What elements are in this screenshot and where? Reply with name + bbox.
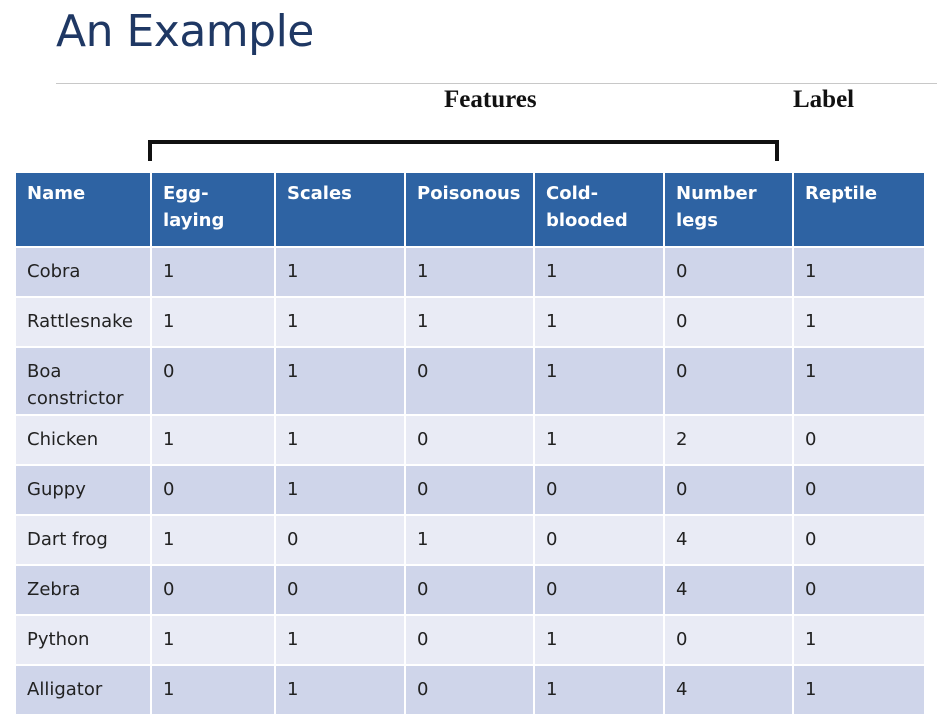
cell-scales: 0 [274,515,405,566]
cell-egg-laying: 1 [150,247,275,298]
cell-name: Zebra [16,565,151,616]
cell-name: Rattlesnake [16,297,151,348]
cell-egg-laying: 1 [150,415,275,466]
cell-cold-blooded: 1 [533,297,664,348]
cell-poisonous: 1 [404,515,534,566]
cell-poisonous: 0 [404,665,534,716]
cell-poisonous: 1 [404,247,534,298]
cell-cold-blooded: 0 [533,465,664,516]
cell-scales: 1 [274,415,405,466]
cell-number-legs: 0 [663,615,793,666]
cell-name: Boa constrictor [16,347,151,416]
cell-reptile: 0 [792,415,924,466]
label-heading: Label [793,86,855,113]
cell-number-legs: 4 [663,665,793,716]
cell-cold-blooded: 1 [533,247,664,298]
cell-number-legs: 4 [663,515,793,566]
title-divider [56,83,937,84]
cell-egg-laying: 0 [150,465,275,516]
cell-name: Chicken [16,415,151,466]
cell-reptile: 1 [792,615,924,666]
table-row: Zebra 0 0 0 0 4 0 [16,565,924,616]
animal-table: Name Egg-laying Scales Poisonous Cold-bl… [16,173,924,716]
cell-egg-laying: 0 [150,565,275,616]
cell-scales: 1 [274,665,405,716]
cell-scales: 1 [274,615,405,666]
features-bracket [148,140,779,161]
table-row: Boa constrictor 0 1 0 1 0 1 [16,347,924,416]
cell-cold-blooded: 1 [533,665,664,716]
cell-name: Guppy [16,465,151,516]
cell-poisonous: 0 [404,415,534,466]
cell-scales: 1 [274,347,405,416]
cell-reptile: 1 [792,665,924,716]
cell-scales: 0 [274,565,405,616]
cell-egg-laying: 1 [150,665,275,716]
cell-cold-blooded: 1 [533,415,664,466]
cell-poisonous: 0 [404,565,534,616]
cell-scales: 1 [274,465,405,516]
cell-number-legs: 0 [663,297,793,348]
cell-poisonous: 1 [404,297,534,348]
cell-reptile: 1 [792,247,924,298]
table-header-row: Name Egg-laying Scales Poisonous Cold-bl… [16,173,924,248]
cell-poisonous: 0 [404,347,534,416]
cell-reptile: 1 [792,347,924,416]
cell-reptile: 0 [792,515,924,566]
table-row: Python 1 1 0 1 0 1 [16,615,924,666]
cell-number-legs: 0 [663,465,793,516]
cell-scales: 1 [274,297,405,348]
cell-name: Python [16,615,151,666]
table-row: Chicken 1 1 0 1 2 0 [16,415,924,466]
column-header-egg-laying: Egg-laying [150,173,275,248]
cell-reptile: 1 [792,297,924,348]
column-header-reptile: Reptile [792,173,924,248]
cell-name: Alligator [16,665,151,716]
cell-number-legs: 2 [663,415,793,466]
column-header-number-legs: Number legs [663,173,793,248]
column-header-cold-blooded: Cold-blooded [533,173,664,248]
table-row: Dart frog 1 0 1 0 4 0 [16,515,924,566]
cell-name: Cobra [16,247,151,298]
cell-number-legs: 0 [663,347,793,416]
cell-cold-blooded: 0 [533,565,664,616]
cell-name: Dart frog [16,515,151,566]
table-row: Rattlesnake 1 1 1 1 0 1 [16,297,924,348]
cell-poisonous: 0 [404,615,534,666]
cell-egg-laying: 0 [150,347,275,416]
column-header-scales: Scales [274,173,405,248]
column-header-name: Name [16,173,151,248]
cell-number-legs: 4 [663,565,793,616]
cell-reptile: 0 [792,465,924,516]
cell-number-legs: 0 [663,247,793,298]
cell-cold-blooded: 1 [533,615,664,666]
table-row: Alligator 1 1 0 1 4 1 [16,665,924,716]
column-header-poisonous: Poisonous [404,173,534,248]
slide-title: An Example [56,6,314,57]
cell-cold-blooded: 0 [533,515,664,566]
cell-egg-laying: 1 [150,615,275,666]
cell-scales: 1 [274,247,405,298]
cell-egg-laying: 1 [150,297,275,348]
table-row: Cobra 1 1 1 1 0 1 [16,247,924,298]
features-heading: Features [444,86,537,113]
cell-poisonous: 0 [404,465,534,516]
cell-reptile: 0 [792,565,924,616]
cell-egg-laying: 1 [150,515,275,566]
table-row: Guppy 0 1 0 0 0 0 [16,465,924,516]
cell-cold-blooded: 1 [533,347,664,416]
